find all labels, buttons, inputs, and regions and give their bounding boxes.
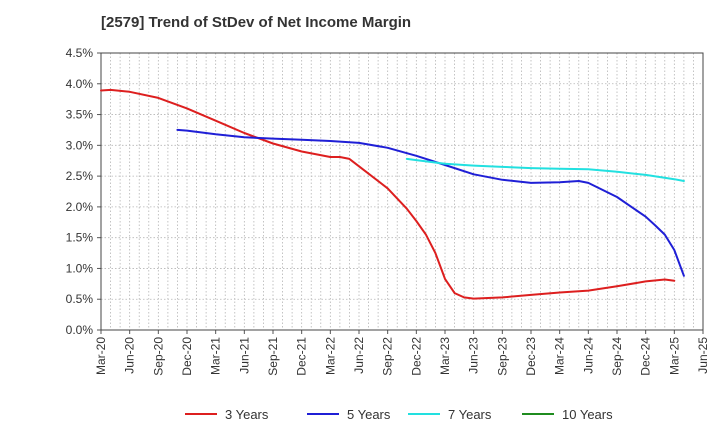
plot-frame — [100, 52, 704, 331]
x-tick-label: Mar-24 — [553, 337, 567, 375]
y-tick-label: 2.0% — [66, 200, 94, 214]
x-tick-label: Jun-20 — [123, 337, 137, 374]
axes: 0.0% 0.5% 1.0% 1.5% 2.0% 2.5% 3.0% 3.5% 4.0% 4.5%… — [66, 46, 710, 376]
series-lines — [100, 88, 685, 300]
x-tick-label: Dec-23 — [524, 337, 538, 376]
y-tick-label: 3.0% — [66, 138, 94, 152]
x-tick-label: Mar-22 — [323, 337, 337, 375]
x-tick-label: Mar-25 — [667, 337, 681, 375]
x-tick-label: Mar-21 — [209, 337, 223, 375]
x-tick-label: Dec-24 — [639, 337, 653, 376]
y-tick-label: 0.0% — [66, 323, 94, 337]
y-tick-label: 4.5% — [66, 46, 94, 60]
x-tick-label: Sep-21 — [266, 337, 280, 376]
x-tick-label: Mar-23 — [438, 337, 452, 375]
x-tick-label: Dec-22 — [409, 337, 423, 376]
y-tick-label: 3.5% — [66, 108, 94, 122]
x-tick-label: Sep-22 — [381, 337, 395, 376]
y-tick-label: 1.0% — [66, 261, 94, 275]
series-line-7-years — [405, 157, 685, 182]
y-tick-label: 4.0% — [66, 77, 94, 91]
series-line-3-years — [100, 88, 676, 300]
x-tick-label: Dec-20 — [180, 337, 194, 376]
x-tick-label: Jun-25 — [696, 337, 710, 374]
x-tick-label: Jun-24 — [581, 337, 595, 374]
chart-title: [2579] Trend of StDev of Net Income Marg… — [101, 14, 412, 31]
legend: 3 Years 5 Years 7 Years 10 Years — [185, 407, 613, 422]
x-tick-label: Jun-22 — [352, 337, 366, 374]
x-tick-label: Sep-23 — [495, 337, 509, 376]
x-tick-label: Jun-23 — [467, 337, 481, 374]
legend-label: 10 Years — [562, 407, 613, 422]
grid — [100, 52, 704, 330]
x-tick-label: Jun-21 — [237, 337, 251, 374]
legend-label: 3 Years — [225, 407, 269, 422]
y-tick-label: 1.5% — [66, 231, 94, 245]
x-tick-label: Mar-20 — [94, 337, 108, 375]
y-tick-label: 2.5% — [66, 169, 94, 183]
series-line-5-years — [176, 128, 685, 277]
legend-label: 7 Years — [448, 407, 492, 422]
y-tick-label: 0.5% — [66, 292, 94, 306]
x-tick-label: Dec-21 — [295, 337, 309, 376]
x-tick-label: Sep-24 — [610, 337, 624, 376]
x-tick-label: Sep-20 — [151, 337, 165, 376]
legend-label: 5 Years — [347, 407, 391, 422]
